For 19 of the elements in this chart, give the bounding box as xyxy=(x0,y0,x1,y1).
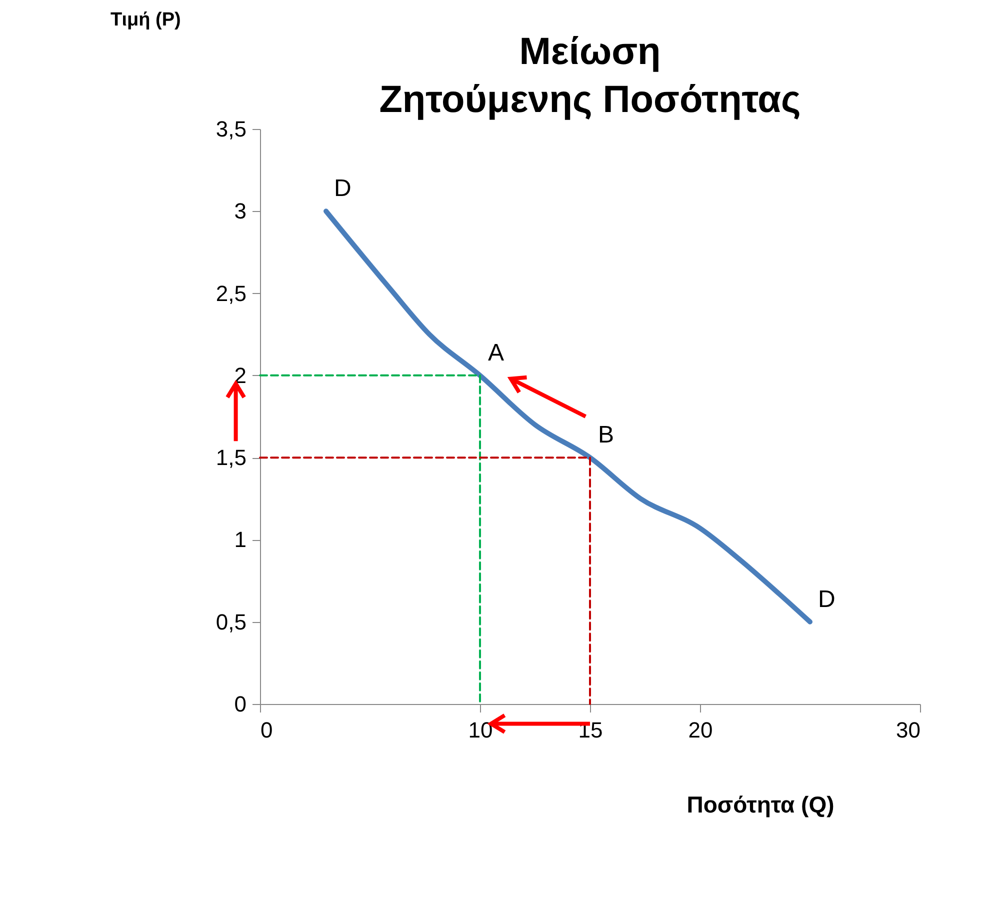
annotation: A xyxy=(488,339,504,366)
x-tick-label: 30 xyxy=(896,718,920,742)
y-tick-label: 0 xyxy=(234,692,246,716)
y-tick-label: 2,5 xyxy=(216,280,246,306)
annotation: B xyxy=(598,422,614,449)
annotation: D xyxy=(334,175,352,202)
y-axis-title: Τιμή (P) xyxy=(110,10,181,30)
y-tick-label: 1,5 xyxy=(216,445,246,470)
x-tick-label: 0 xyxy=(260,718,273,742)
x-axis-title: Ποσότητα (Q) xyxy=(686,792,834,818)
annotation: D xyxy=(818,586,836,613)
y-tick-label: 2 xyxy=(234,362,246,388)
chart-title: Μείωση Ζητούμενης Ποσότητας xyxy=(379,31,801,121)
y-tick-label: 0,5 xyxy=(216,609,246,634)
x-tick-label: 20 xyxy=(688,718,713,742)
y-tick-label: 3,5 xyxy=(216,116,246,142)
x-tick-label: 10 xyxy=(468,718,493,742)
y-tick-label: 3 xyxy=(234,198,246,224)
y-tick-label: 1 xyxy=(234,527,246,552)
